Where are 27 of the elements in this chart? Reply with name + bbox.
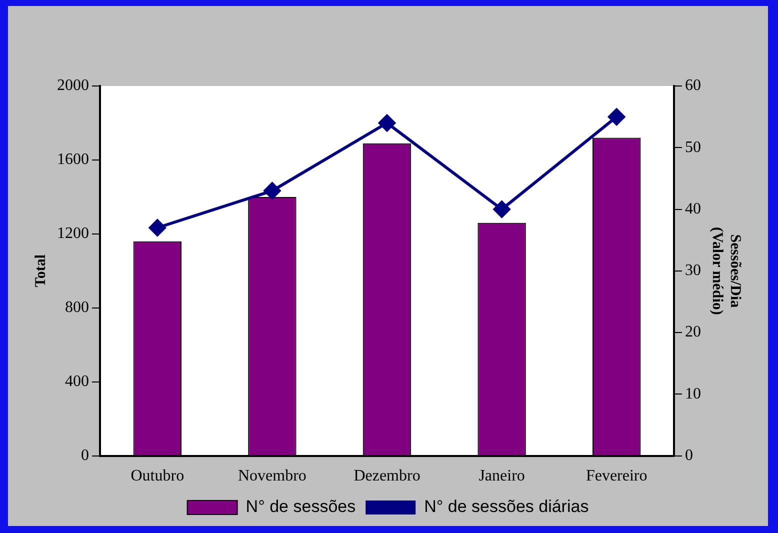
y2-tick-label: 0 (685, 447, 693, 464)
y2-tick-label: 40 (685, 200, 701, 218)
point (148, 219, 166, 236)
y-tick-label: 2000 (57, 77, 89, 94)
y-tick-label: 800 (65, 299, 89, 316)
y-tick-label: 0 (81, 447, 89, 464)
y2-tick-label: 10 (685, 385, 701, 402)
legend-label: N° de sessões diárias (424, 497, 589, 516)
y2-tick-label: 50 (685, 138, 701, 156)
legend-label: N° de sessões (246, 497, 356, 516)
point (378, 114, 396, 132)
point (264, 182, 281, 200)
y2-tick-label: 30 (685, 262, 701, 280)
y-tick-label: 400 (65, 373, 89, 390)
x-tick-label: Novembro (238, 468, 306, 485)
y-axis-title: Total (32, 254, 49, 288)
point (608, 108, 626, 126)
x-tick-label: Outubro (130, 468, 184, 485)
y2-axis-title: Sessões/Dia (Valor médio) (709, 226, 744, 315)
y2-tick-label: 60 (685, 77, 701, 94)
y2-tick-label: 20 (685, 324, 701, 341)
point (493, 200, 510, 218)
x-tick-label: Fevereiro (586, 468, 648, 485)
y-tick-label: 1600 (57, 151, 89, 168)
y-tick-label: 1200 (57, 225, 89, 242)
x-tick-label: Dezembro (354, 468, 420, 485)
x-tick-label: Janeiro (478, 468, 525, 485)
